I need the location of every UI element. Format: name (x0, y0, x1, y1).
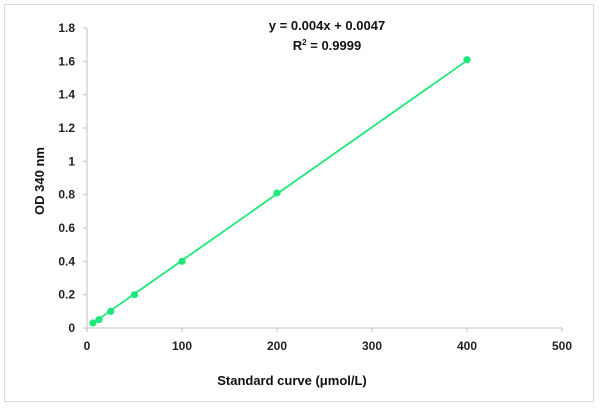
y-tick-label: 0.6 (58, 221, 75, 235)
x-axis-title: Standard curve (μmol/L) (217, 373, 367, 388)
r-squared-value: = 0.9999 (307, 38, 362, 53)
y-tick-label: 0.2 (58, 288, 75, 302)
y-tick-label: 1.8 (58, 21, 75, 35)
r-squared-symbol: R (293, 38, 303, 53)
data-point (178, 257, 186, 265)
chart-frame (4, 4, 594, 402)
y-tick-label: 1 (68, 154, 75, 168)
y-tick-label: 0.8 (58, 188, 75, 202)
x-tick-label: 300 (362, 339, 382, 353)
data-point (463, 56, 471, 64)
y-tick-label: 1.4 (58, 88, 75, 102)
y-ticks: 0 0.2 0.4 0.6 0.8 1 1.2 1.4 1.6 1.8 (58, 21, 87, 335)
y-tick-label: 0.4 (58, 254, 75, 268)
data-point (95, 316, 103, 324)
x-tick-label: 200 (267, 339, 287, 353)
x-tick-label: 0 (84, 339, 91, 353)
data-point (273, 189, 281, 197)
y-tick-label: 1.2 (58, 121, 75, 135)
trendline-equation: y = 0.004x + 0.0047 (269, 18, 385, 33)
data-points (89, 56, 471, 327)
data-point (130, 291, 139, 299)
x-tick-label: 400 (457, 339, 477, 353)
x-tick-label: 100 (172, 339, 192, 353)
data-point (89, 319, 97, 327)
y-tick-label: 1.6 (58, 54, 75, 68)
y-axis-title: OD 340 nm (32, 147, 47, 215)
axes (86, 28, 562, 329)
y-tick-label: 0 (68, 321, 75, 335)
r-squared-power: 2 (302, 38, 307, 47)
r-squared-label: R2 = 0.9999 (293, 38, 361, 53)
x-tick-label: 500 (552, 339, 572, 353)
data-point (107, 307, 115, 315)
x-ticks: 0 100 200 300 400 500 (84, 328, 572, 353)
